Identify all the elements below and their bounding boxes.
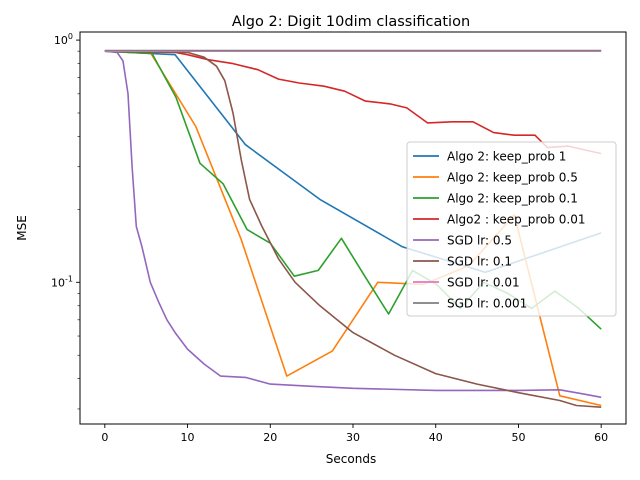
x-tick-label-4: 40 bbox=[429, 431, 443, 444]
legend-label-3: Algo2 : keep_prob 0.01 bbox=[447, 213, 586, 227]
legend-label-4: SGD lr: 0.5 bbox=[447, 234, 512, 248]
plot-area bbox=[104, 49, 602, 408]
series-line-4 bbox=[104, 50, 602, 399]
legend-label-5: SGD lr: 0.1 bbox=[447, 255, 512, 269]
x-tick-label-5: 50 bbox=[511, 431, 525, 444]
legend-label-1: Algo 2: keep_prob 0.5 bbox=[447, 171, 578, 185]
legend-label-7: SGD lr: 0.001 bbox=[447, 297, 527, 311]
legend-label-2: Algo 2: keep_prob 0.1 bbox=[447, 192, 578, 206]
x-tick-label-6: 60 bbox=[594, 431, 608, 444]
x-tick-label-2: 20 bbox=[263, 431, 277, 444]
legend-box bbox=[406, 141, 617, 317]
x-axis-label: Seconds bbox=[326, 452, 376, 466]
x-tick-label-1: 10 bbox=[181, 431, 195, 444]
legend-label-0: Algo 2: keep_prob 1 bbox=[447, 150, 566, 164]
x-axis: 0 10 20 30 40 50 60 bbox=[101, 424, 608, 444]
legend: Algo 2: keep_prob 1 Algo 2: keep_prob 0.5… bbox=[406, 141, 617, 317]
series-line-3 bbox=[104, 50, 602, 155]
y-axis-label: MSE bbox=[15, 215, 29, 241]
legend-label-6: SGD lr: 0.01 bbox=[447, 276, 520, 290]
x-tick-label-0: 0 bbox=[101, 431, 108, 444]
series-line-5 bbox=[104, 50, 602, 408]
chart-title: Algo 2: Digit 10dim classification bbox=[232, 14, 470, 30]
x-tick-label-3: 30 bbox=[346, 431, 360, 444]
